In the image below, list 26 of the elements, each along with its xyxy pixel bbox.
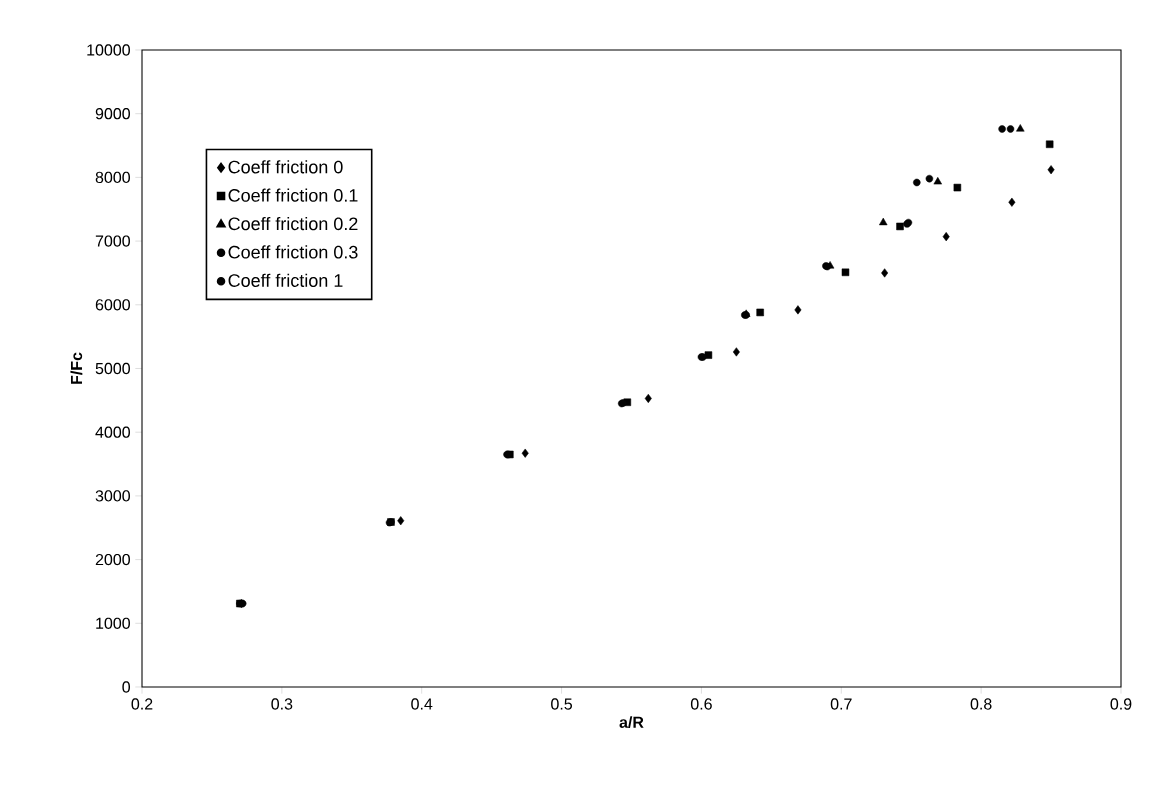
legend-label: Coeff friction 0.2: [228, 216, 358, 231]
legend-label: Coeff friction 0: [228, 160, 343, 174]
y-tick-label: 7000: [95, 235, 130, 247]
x-tick-label: 0.3: [271, 698, 293, 710]
legend-label: Coeff friction 0.3: [228, 245, 358, 259]
x-tick-label: 0.4: [411, 698, 433, 710]
y-tick-label: 1000: [96, 617, 130, 629]
y-tick-label: 5000: [95, 362, 130, 375]
y-tick-label: 4000: [95, 426, 130, 438]
x-tick-label: 0.6: [690, 698, 712, 710]
y-tick-label: 0: [122, 681, 131, 693]
y-tick-label: 6000: [95, 299, 130, 311]
x-tick-label: 0.8: [970, 698, 992, 710]
y-tick-label: 3000: [95, 490, 130, 502]
legend-label: Coeff friction 0.1: [228, 188, 358, 202]
legend-label: Coeff friction 1: [228, 273, 343, 287]
y-tick-label: 2000: [95, 553, 130, 566]
y-tick-label: 8000: [95, 171, 130, 184]
x-tick-label: 0.5: [551, 698, 573, 710]
x-tick-label: 0.7: [830, 698, 852, 710]
y-tick-label: 9000: [95, 108, 130, 120]
y-axis-title: F/Fc: [70, 352, 83, 384]
y-tick-label: 10000: [87, 44, 130, 56]
x-tick-label: 0.2: [131, 698, 153, 710]
x-tick-label: 0.9: [1110, 698, 1132, 710]
x-axis-title: a/R: [619, 716, 644, 729]
